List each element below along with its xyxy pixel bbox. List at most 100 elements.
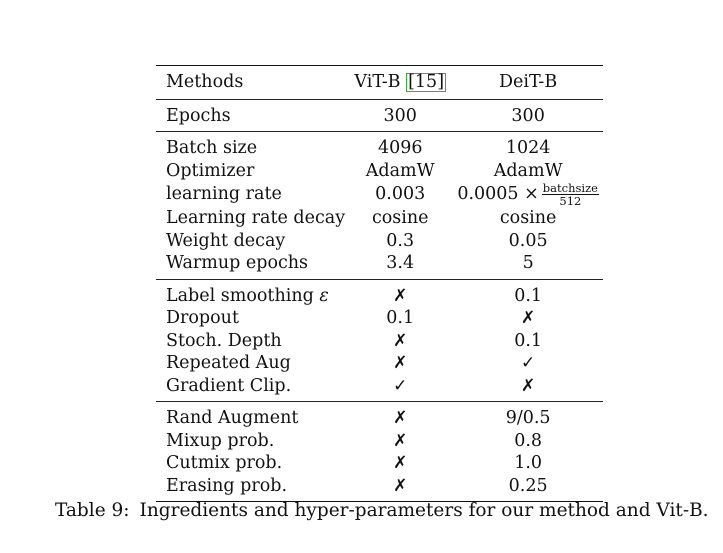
- row-label-cell: Weight decay: [156, 230, 347, 253]
- row-label: Weight decay: [166, 230, 286, 251]
- deit-b-cell-value: 1.0: [514, 453, 543, 473]
- vit-b-cell: ✗: [347, 279, 453, 307]
- vit-b-cell: 4096: [347, 132, 453, 160]
- row-label: Optimizer: [166, 160, 255, 181]
- citation-link[interactable]: [15]: [406, 72, 447, 92]
- row-label-cell: learning rate: [156, 182, 347, 207]
- vit-b-cell: ✗: [347, 475, 453, 502]
- row-label-cell: Mixup prob.: [156, 430, 347, 453]
- row-label: Label smoothing: [166, 285, 320, 306]
- epsilon-symbol: ε: [319, 285, 329, 306]
- vit-b-cell: 3.4: [347, 252, 453, 279]
- deit-b-cell-value: cosine: [499, 208, 557, 228]
- deit-b-cell-value: ✗: [521, 308, 536, 328]
- caption-text: Ingredients and hyper-parameters for our…: [139, 500, 709, 521]
- deit-b-cell-value: 9/0.5: [505, 408, 551, 428]
- deit-b-cell: 0.0005 × batchsize 512: [453, 182, 603, 207]
- vit-b-cell: cosine: [347, 207, 453, 230]
- vit-b-cell: 0.1: [347, 307, 453, 330]
- vit-b-cell-value: AdamW: [365, 160, 435, 181]
- deit-b-cell-value: 5: [522, 253, 534, 273]
- fraction-numerator: batchsize: [541, 181, 599, 195]
- vit-b-cell-value: 4096: [377, 138, 423, 158]
- vit-b-cell: ✗: [347, 430, 453, 453]
- table-row: Optimizer AdamW AdamW: [156, 160, 603, 183]
- deit-b-cell: 9/0.5: [453, 402, 603, 430]
- deit-b-cell: ✗: [453, 307, 603, 330]
- table-section-1: Epochs 300 300: [156, 99, 603, 132]
- deit-b-cell-value: 0.25: [508, 475, 548, 496]
- table-row: Weight decay 0.3 0.05: [156, 230, 603, 253]
- vit-b-cell-value: ✗: [393, 408, 408, 428]
- table-row: Mixup prob. ✗ 0.8: [156, 430, 603, 453]
- hyperparameter-table: Methods ViT-B [15] DeiT-B Epochs 300 300 Ba…: [156, 65, 603, 502]
- table-row: Epochs 300 300: [156, 99, 603, 132]
- deit-b-cell-value: 0.0005 ×: [457, 184, 539, 204]
- table-row: Label smoothing ε ✗ 0.1: [156, 279, 603, 307]
- deit-b-cell: 0.05: [453, 230, 603, 253]
- row-label: Mixup prob.: [166, 430, 275, 451]
- vit-b-cell-value: 300: [383, 105, 417, 126]
- deit-b-cell-value: ✗: [521, 375, 536, 396]
- row-label-cell: Repeated Aug: [156, 352, 347, 375]
- row-label-cell: Erasing prob.: [156, 475, 347, 502]
- caption-label: Table 9:: [55, 500, 130, 521]
- vit-b-cell-value: ✗: [393, 330, 408, 351]
- vit-b-cell: ✗: [347, 402, 453, 430]
- vit-b-cell-value: ✓: [393, 375, 408, 396]
- table-section-3: Label smoothing ε ✗ 0.1 Dropout 0.1 ✗ Stoch. D…: [156, 279, 603, 402]
- deit-b-cell-value: 300: [511, 105, 545, 126]
- vit-b-cell: 0.3: [347, 230, 453, 253]
- vit-b-cell-value: ✗: [393, 453, 408, 473]
- deit-b-cell-value: 0.05: [508, 230, 548, 251]
- vit-b-cell-value: ✗: [393, 353, 408, 373]
- table-row: Erasing prob. ✗ 0.25: [156, 475, 603, 502]
- vit-b-cell-value: 0.1: [386, 308, 415, 328]
- header-vit-b-label: ViT-B: [354, 72, 401, 92]
- row-label: Gradient Clip.: [166, 375, 292, 396]
- table-caption: Table 9: Ingredients and hyper-parameters…: [55, 500, 715, 521]
- deit-b-cell: 0.8: [453, 430, 603, 453]
- vit-b-cell-value: cosine: [371, 208, 429, 228]
- vit-b-cell-value: ✗: [393, 430, 408, 451]
- deit-b-cell: AdamW: [453, 160, 603, 183]
- table-row: Warmup epochs 3.4 5: [156, 252, 603, 279]
- table-section-4: Rand Augment ✗ 9/0.5 Mixup prob. ✗ 0.8 Cutmix …: [156, 401, 603, 502]
- vit-b-cell: 300: [347, 99, 453, 132]
- row-label: Stoch. Depth: [166, 330, 282, 351]
- header-methods: Methods: [166, 72, 244, 92]
- deit-b-cell-value: 1024: [505, 138, 551, 158]
- deit-b-cell-value: 0.8: [514, 430, 543, 451]
- vit-b-cell-value: ✗: [393, 285, 408, 306]
- hyperparameter-table-wrapper: Methods ViT-B [15] DeiT-B Epochs 300 300 Ba…: [156, 65, 603, 502]
- table-section-2: Batch size 4096 1024 Optimizer AdamW AdamW lea…: [156, 131, 603, 280]
- vit-b-cell-value: 0.3: [386, 230, 415, 251]
- deit-b-cell: 300: [453, 99, 603, 132]
- deit-b-cell-value: 0.1: [514, 330, 543, 351]
- row-label: learning rate: [166, 184, 282, 205]
- row-label-cell: Label smoothing ε: [156, 279, 347, 307]
- row-label: Batch size: [166, 138, 258, 158]
- vit-b-cell-value: ✗: [393, 475, 408, 496]
- lr-scaling-fraction: batchsize 512: [541, 181, 599, 207]
- deit-b-cell: 0.1: [453, 279, 603, 307]
- deit-b-cell: 1.0: [453, 452, 603, 475]
- row-label-cell: Optimizer: [156, 160, 347, 183]
- deit-b-cell: 0.25: [453, 475, 603, 502]
- row-label: Learning rate decay: [166, 208, 346, 228]
- vit-b-cell: ✗: [347, 352, 453, 375]
- table-row: learning rate 0.003 0.0005 × batchsize 512: [156, 182, 603, 207]
- row-label: Dropout: [166, 308, 239, 328]
- deit-b-cell-value: 0.1: [514, 285, 543, 306]
- row-label-cell: Learning rate decay: [156, 207, 347, 230]
- table-row: Gradient Clip. ✓ ✗: [156, 375, 603, 402]
- row-label: Erasing prob.: [166, 475, 288, 496]
- row-label-cell: Dropout: [156, 307, 347, 330]
- vit-b-cell: AdamW: [347, 160, 453, 183]
- deit-b-cell: ✗: [453, 375, 603, 402]
- table-row: Rand Augment ✗ 9/0.5: [156, 402, 603, 430]
- row-label-cell: Warmup epochs: [156, 252, 347, 279]
- table-row: Learning rate decay cosine cosine: [156, 207, 603, 230]
- vit-b-cell: ✗: [347, 452, 453, 475]
- deit-b-cell-value: AdamW: [493, 160, 563, 181]
